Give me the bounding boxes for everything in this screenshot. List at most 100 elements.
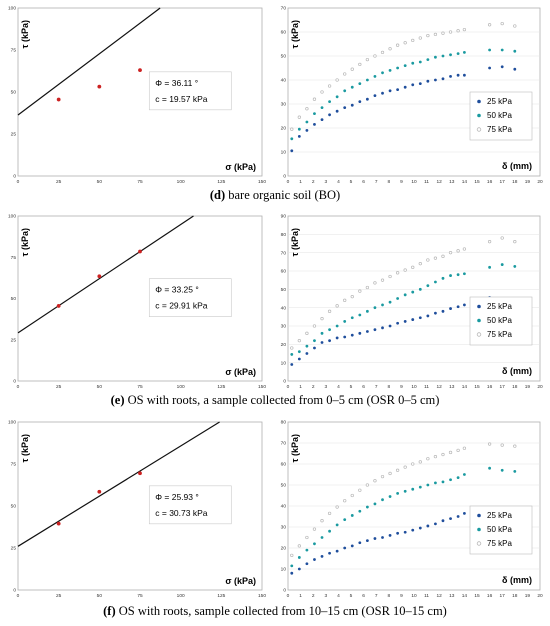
sd1-x-tick-label: 14	[462, 384, 468, 390]
sd2-point-25kpa	[449, 517, 452, 520]
mc0-data-point	[97, 84, 102, 89]
sd0-x-tick-label: 19	[525, 179, 531, 185]
sd2-point-50kpa	[381, 498, 384, 502]
sd0-point-25kpa	[463, 73, 466, 77]
sd0-point-75kpa	[426, 33, 430, 38]
sd0-point-75kpa	[290, 127, 294, 131]
sd2-point-50kpa	[418, 485, 422, 489]
mc2-annotation-c: c = 30.73 kPa	[155, 508, 207, 518]
sd2-point-75kpa	[513, 444, 517, 448]
sd2-point-50kpa	[297, 556, 301, 559]
sd2-x-tick-label: 15	[474, 593, 480, 599]
sd2-point-50kpa	[500, 468, 504, 472]
caption-e-text: OS with roots, a sample collected from 0…	[124, 393, 440, 407]
sd0-x-tick-label: 18	[512, 179, 518, 185]
mc1-x-tick-label: 100	[177, 384, 185, 390]
sd0-legend-marker	[477, 99, 481, 104]
sd1-point-75kpa	[411, 265, 415, 269]
sd2-point-75kpa	[388, 471, 392, 476]
sd0-legend-marker	[477, 113, 481, 118]
mc0-x-axis-label: σ (kPa)	[225, 162, 256, 172]
sd1-point-25kpa	[381, 326, 384, 330]
sd1-x-tick-label: 7	[375, 384, 378, 390]
mc0-y-tick-label: 75	[11, 48, 17, 54]
sd1-x-axis-label: δ (mm)	[502, 366, 532, 376]
sd2-x-tick-label: 9	[400, 593, 403, 599]
sd0-point-50kpa	[350, 85, 354, 89]
sd2-x-axis-label: δ (mm)	[502, 575, 532, 585]
sd1-y-tick-label: 10	[281, 360, 287, 366]
sd2-point-50kpa	[449, 478, 452, 482]
sd0-point-75kpa	[403, 41, 407, 45]
sd1-point-75kpa	[448, 251, 453, 255]
sd1-point-25kpa	[320, 341, 324, 344]
mc1-y-tick-label: 0	[13, 379, 16, 385]
sd1-point-50kpa	[290, 353, 294, 356]
sd0-point-50kpa	[320, 106, 324, 109]
sd0-x-tick-label: 1	[299, 179, 302, 185]
sd0-point-25kpa	[426, 79, 430, 83]
sd1-x-tick-label: 5	[350, 384, 353, 390]
mc2-data-point	[97, 489, 102, 494]
sd1-point-25kpa	[365, 330, 369, 333]
sd0-point-25kpa	[403, 85, 407, 89]
sd1-y-tick-label: 40	[281, 305, 287, 311]
sd2-point-25kpa	[313, 558, 316, 561]
sd2-point-75kpa	[312, 527, 317, 531]
sd1-y-tick-label: 50	[281, 287, 287, 293]
sd2-point-75kpa	[335, 505, 339, 509]
sd0-point-50kpa	[434, 55, 437, 59]
sd0-point-25kpa	[373, 94, 377, 97]
mc1-plot-frame	[17, 215, 263, 382]
sd1-x-tick-label: 20	[537, 384, 543, 390]
sd0-x-tick-label: 0	[287, 179, 290, 185]
sd2-point-75kpa	[320, 519, 324, 523]
sd2-x-tick-label: 8	[387, 593, 390, 599]
sd1-point-25kpa	[358, 331, 362, 335]
sd1-point-50kpa	[418, 287, 422, 291]
sd2-point-75kpa	[327, 511, 332, 515]
sd0-point-75kpa	[418, 36, 422, 40]
sd1-legend-marker	[477, 304, 481, 309]
sd2-point-75kpa	[380, 474, 385, 479]
sd0-x-tick-label: 17	[500, 179, 506, 185]
sd0-y-tick-label: 20	[281, 126, 287, 132]
sd2-point-25kpa	[441, 519, 445, 523]
sd1-point-50kpa	[365, 309, 369, 313]
sd0-x-tick-label: 8	[387, 179, 390, 185]
sd0-point-25kpa	[411, 83, 415, 87]
sd2-point-50kpa	[434, 481, 437, 485]
sd1-x-tick-label: 12	[437, 384, 443, 390]
sd0-point-25kpa	[396, 88, 400, 91]
caption-d-text: bare organic soil (BO)	[225, 188, 341, 202]
sd0-point-50kpa	[463, 51, 466, 54]
sd0-point-25kpa	[513, 67, 517, 71]
mc2-x-tick-label: 50	[97, 593, 103, 599]
sd0-point-25kpa	[418, 82, 422, 85]
sd0-point-75kpa	[433, 32, 438, 37]
sd1-point-50kpa	[449, 274, 452, 277]
sd0-point-75kpa	[335, 78, 339, 82]
sd2-point-25kpa	[463, 511, 466, 515]
sd1-point-75kpa	[327, 309, 332, 313]
sd0-point-75kpa	[500, 21, 504, 26]
sd0-plot-frame	[287, 7, 541, 177]
mc0-x-tick-label: 100	[177, 179, 185, 185]
sd0-point-75kpa	[365, 57, 370, 62]
sd1-legend-label: 75 kPa	[487, 330, 512, 339]
mc2-data-point	[138, 471, 142, 476]
sd2-point-50kpa	[411, 487, 415, 491]
caption-d-letter: (d)	[209, 188, 226, 202]
sd2-y-axis-label: τ (kPa)	[290, 434, 300, 463]
sd1-point-50kpa	[373, 306, 377, 310]
sd0-point-50kpa	[297, 127, 301, 131]
mc0-y-tick-label: 0	[13, 174, 16, 180]
sd2-point-75kpa	[462, 446, 467, 450]
sd1-legend-label: 25 kPa	[487, 302, 512, 311]
sd1-x-tick-label: 18	[512, 384, 518, 390]
sd1-point-75kpa	[290, 346, 294, 350]
mc2-y-tick-label: 0	[13, 588, 16, 594]
sd2-point-50kpa	[358, 509, 362, 513]
sd1-point-75kpa	[297, 339, 301, 343]
